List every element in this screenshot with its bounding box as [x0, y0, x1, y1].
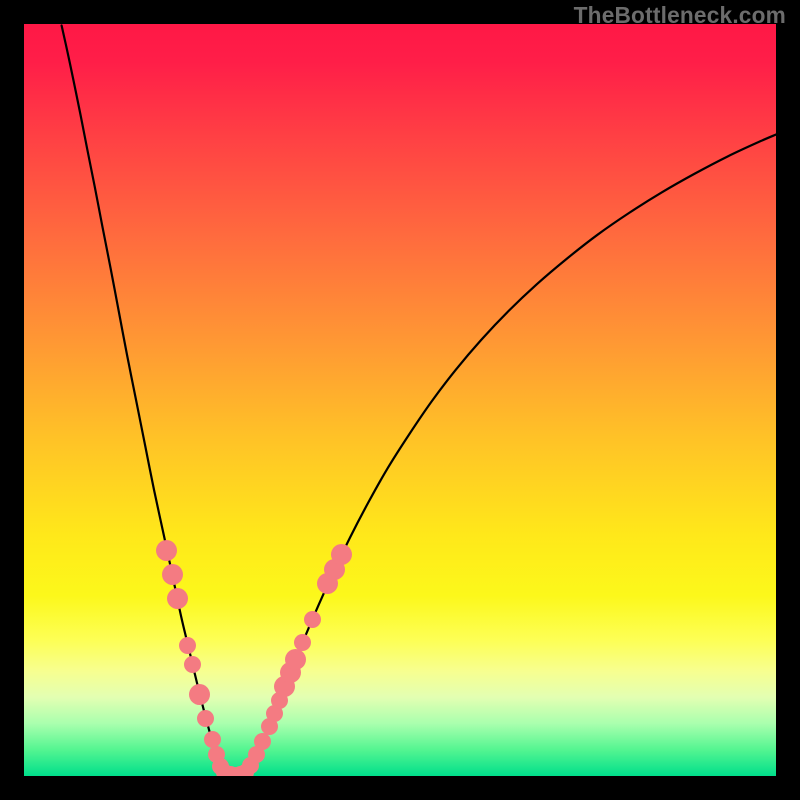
right-marker [254, 733, 271, 750]
right-marker [285, 649, 306, 670]
curve-right-branch [246, 135, 776, 774]
left-marker [167, 588, 188, 609]
right-marker [304, 611, 321, 628]
plot-area [24, 24, 776, 776]
left-marker [162, 564, 183, 585]
curve-layer [24, 24, 776, 776]
left-marker [184, 656, 201, 673]
bottleneck-chart: TheBottleneck.com [0, 0, 800, 800]
right-marker [294, 634, 311, 651]
left-marker [179, 637, 196, 654]
